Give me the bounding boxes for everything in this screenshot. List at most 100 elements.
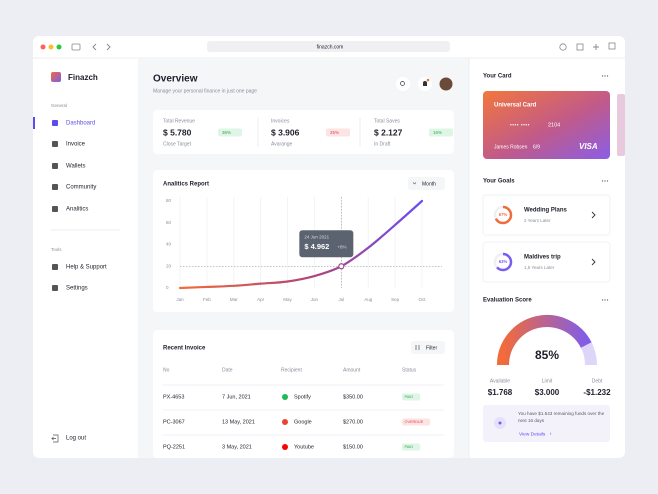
url: finazch.com — [317, 44, 344, 50]
stat-note: Avarange — [271, 141, 293, 147]
status: OVERDUE — [405, 420, 424, 424]
column-header: No — [163, 367, 170, 373]
eval-label: Limit — [542, 378, 553, 384]
stat-value: $ 3.906 — [271, 127, 300, 137]
nav-item[interactable]: Help & Support — [66, 265, 107, 271]
stat-change: 16% — [433, 130, 442, 135]
x-tick-label: Sep — [391, 297, 400, 302]
goal-due: 1,5 Years Later — [524, 265, 555, 270]
stat-label: Total Saves — [374, 118, 400, 124]
stat-badge — [429, 128, 453, 137]
x-tick-label: May — [283, 297, 292, 302]
column-header: Amount — [343, 367, 361, 373]
more-dot — [604, 75, 606, 77]
x-tick-label: Apr — [257, 297, 265, 302]
nav-icon — [52, 206, 58, 212]
section-label: General — [51, 103, 67, 108]
more-dot — [601, 299, 604, 301]
stat-badge — [326, 128, 350, 137]
card-number-masked: •••• •••• — [510, 122, 530, 128]
avatar[interactable] — [439, 77, 453, 91]
x-tick-label: Jan — [176, 297, 184, 302]
search-button[interactable] — [396, 77, 410, 91]
x-tick-label: Jul — [338, 297, 344, 302]
brand: Finazch — [68, 73, 98, 82]
stat-value: $ 2.127 — [374, 127, 403, 137]
nav-icon — [52, 141, 58, 147]
stat-change: 25% — [330, 130, 339, 135]
cell: Spotify — [294, 394, 311, 400]
goal-card[interactable] — [482, 194, 611, 236]
cell: $150.00 — [343, 444, 363, 450]
note-box — [483, 405, 610, 442]
eval-value: $1.768 — [488, 388, 513, 397]
x-tick-label: Feb — [203, 297, 211, 302]
y-tick-label: 20 — [166, 263, 172, 268]
status-badge — [402, 418, 431, 426]
card-name: Universal Card — [494, 103, 537, 109]
goal-name: Wedding Plans — [524, 208, 568, 214]
column-header: Recipient — [281, 367, 302, 373]
card-last4: 2104 — [548, 122, 560, 128]
page-title: Overview — [153, 74, 198, 85]
logo — [51, 72, 61, 82]
recipient-icon — [282, 419, 288, 425]
view-details[interactable]: View Details — [519, 431, 546, 437]
nav-item[interactable]: Dashboard — [66, 121, 95, 127]
stat-change: 36% — [222, 130, 231, 135]
credit-card[interactable] — [483, 91, 610, 159]
more-dot — [604, 299, 606, 301]
cell: Google — [294, 419, 312, 425]
cell: PX-4653 — [163, 394, 184, 400]
page-subtitle: Manage your personal finance in just one… — [153, 88, 257, 94]
note-text: You have $1.543 remaining funds over the… — [518, 411, 605, 423]
card-holder: James Robsen — [494, 144, 528, 150]
cell: PC-3067 — [163, 419, 185, 425]
cell: 3 May, 2021 — [222, 444, 252, 450]
chart-line — [178, 199, 424, 290]
chevron — [591, 258, 596, 266]
nav-icon — [52, 285, 58, 291]
column-header: Status — [402, 367, 417, 373]
more-dot — [604, 180, 606, 182]
nav-item[interactable]: Analitics — [66, 207, 88, 213]
cell: $350.00 — [343, 394, 363, 400]
more-dot — [606, 299, 609, 301]
x-tick-label: Mar — [230, 297, 238, 302]
nav-icon — [52, 264, 58, 270]
nav-icon — [52, 120, 58, 126]
nav-item[interactable]: Wallets — [66, 164, 85, 170]
note: You have $1.543 remaining funds over the… — [518, 411, 605, 423]
tooltip — [299, 230, 354, 258]
eval-value: $3.000 — [535, 388, 560, 397]
stat-label: Total Revenue — [163, 118, 195, 124]
period-select[interactable] — [408, 177, 445, 190]
tooltip-change: +8% — [337, 244, 346, 249]
nav-item[interactable]: Invoice — [66, 142, 86, 148]
cell: Youtube — [294, 444, 314, 450]
filter-button[interactable] — [411, 341, 445, 354]
nav-icon — [52, 163, 58, 169]
next-card[interactable] — [617, 94, 625, 156]
section-title: Your Goals — [483, 179, 515, 185]
url-bar[interactable] — [207, 41, 450, 52]
goal-name: Maldives trip — [524, 255, 561, 261]
cell: PQ-2251 — [163, 444, 185, 450]
stat-label: Invoices — [271, 118, 290, 124]
goal-due: 2 Years Later — [524, 218, 551, 223]
nav-item[interactable]: Settings — [66, 286, 88, 292]
period: Month — [422, 181, 436, 187]
content: Dashboard Invoice Wallets Community Analitic… — [33, 117, 611, 451]
card-title: Analitics Report — [163, 182, 209, 188]
gauge-value — [497, 315, 592, 366]
goal-percent: 67% — [499, 212, 508, 217]
status-badge — [402, 443, 421, 451]
logout[interactable]: Log out — [66, 436, 86, 442]
gauge-label: 85% — [535, 348, 559, 362]
goal-card[interactable] — [482, 241, 611, 283]
card-title: Recent Invoice — [163, 346, 206, 352]
more-menus[interactable] — [601, 75, 609, 301]
eval-value: -$1.232 — [583, 388, 611, 397]
nav-item[interactable]: Community — [66, 185, 96, 191]
filter-label: Filter — [426, 345, 437, 351]
